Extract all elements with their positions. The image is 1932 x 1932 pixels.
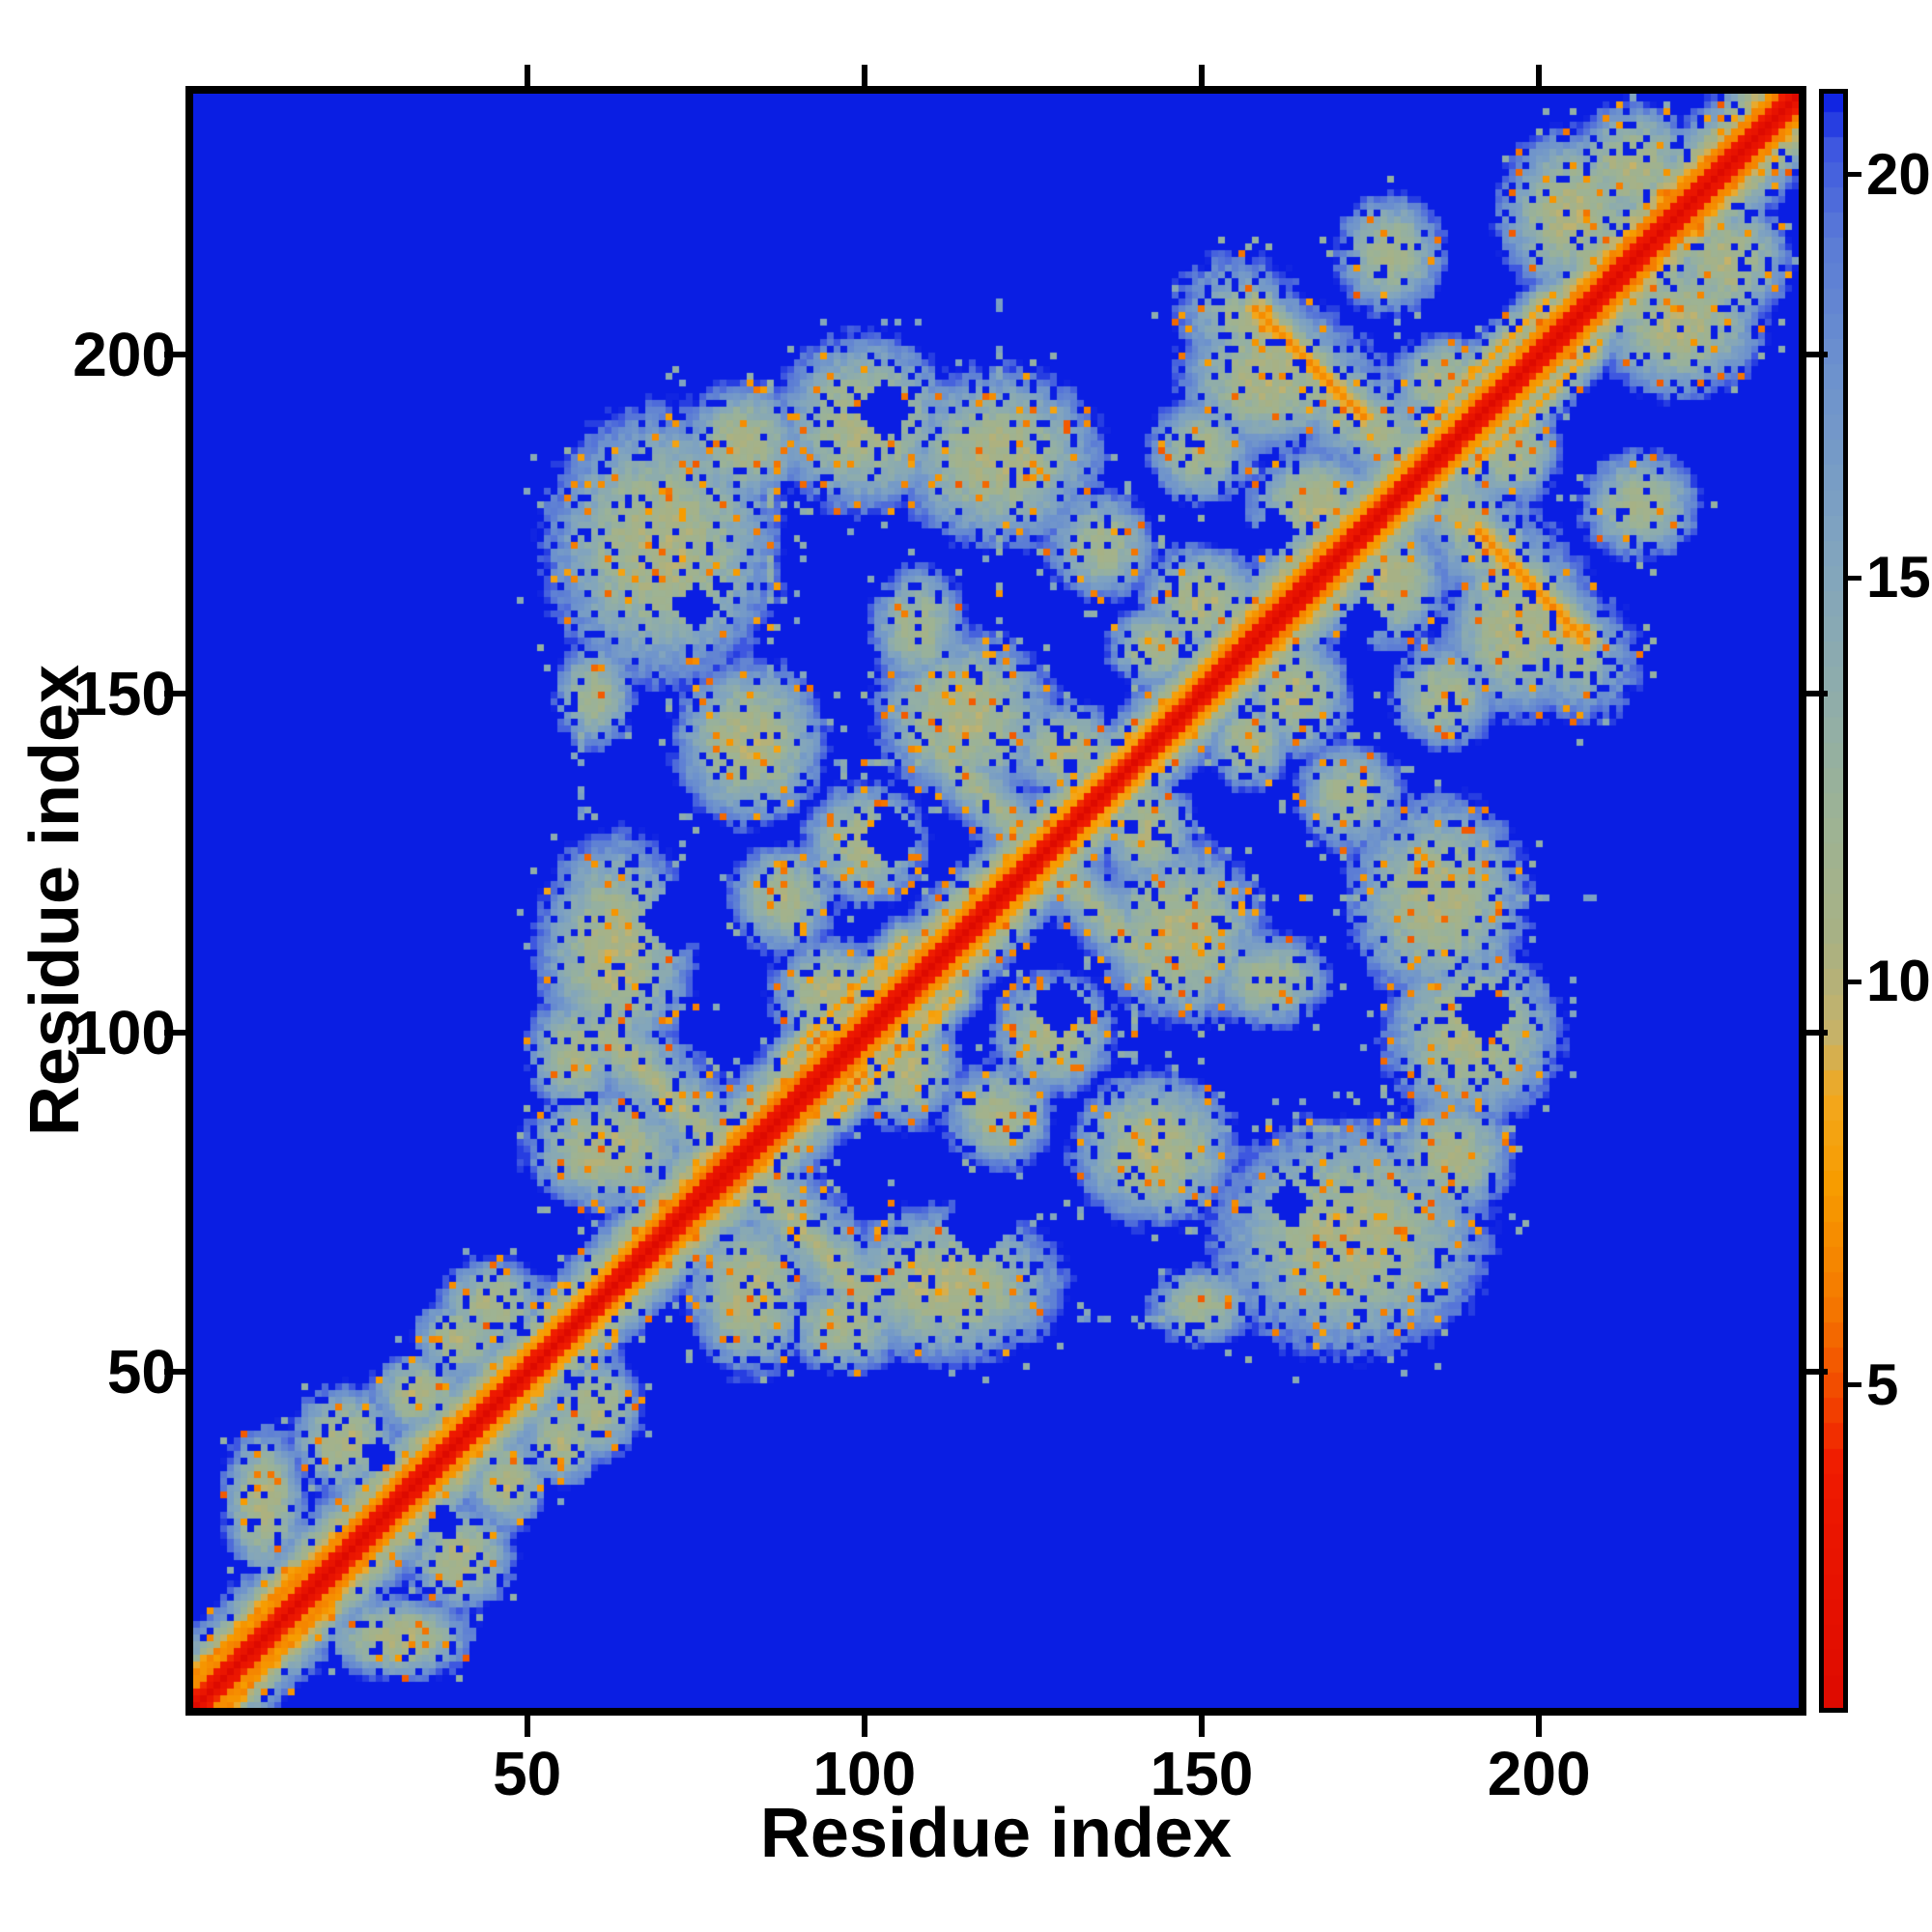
y-tick-right (1806, 691, 1828, 697)
y-axis-title: Residue index (16, 664, 94, 1137)
y-tick-label: 50 (106, 1337, 176, 1407)
colorbar-tick (1848, 172, 1861, 178)
x-tick-bottom (861, 1716, 867, 1737)
y-tick-label: 150 (72, 659, 176, 729)
y-tick-left (164, 1030, 185, 1037)
y-tick-right (1806, 1030, 1828, 1037)
x-tick-label: 100 (812, 1739, 917, 1808)
x-axis-title: Residue index (759, 1795, 1233, 1872)
x-tick-top (1198, 65, 1205, 86)
colorbar-tick (1848, 979, 1861, 984)
x-tick-top (861, 65, 867, 86)
x-tick-top (1536, 65, 1543, 86)
x-tick-bottom (1536, 1716, 1543, 1737)
y-tick-label: 200 (72, 320, 176, 390)
x-tick-label: 200 (1487, 1739, 1591, 1808)
x-tick-label: 150 (1150, 1739, 1254, 1808)
y-tick-left (164, 352, 185, 358)
colorbar-tick (1848, 575, 1861, 581)
x-tick-bottom (524, 1716, 530, 1737)
x-tick-label: 50 (493, 1739, 562, 1808)
colorbar-tick (1848, 1382, 1861, 1388)
y-tick-left (164, 691, 185, 697)
heatmap-canvas (193, 94, 1799, 1708)
x-tick-bottom (1198, 1716, 1205, 1737)
colorbar-tick-label: 15 (1866, 545, 1931, 611)
y-tick-left (164, 1369, 185, 1376)
x-tick-top (524, 65, 530, 86)
colorbar-tick-label: 10 (1866, 949, 1931, 1014)
colorbar-tick-label: 20 (1866, 141, 1931, 207)
colorbar-canvas (1824, 94, 1843, 1708)
y-tick-label: 100 (72, 998, 176, 1068)
y-tick-right (1806, 352, 1828, 358)
colorbar-tick-label: 5 (1866, 1351, 1899, 1417)
y-tick-right (1806, 1369, 1828, 1376)
